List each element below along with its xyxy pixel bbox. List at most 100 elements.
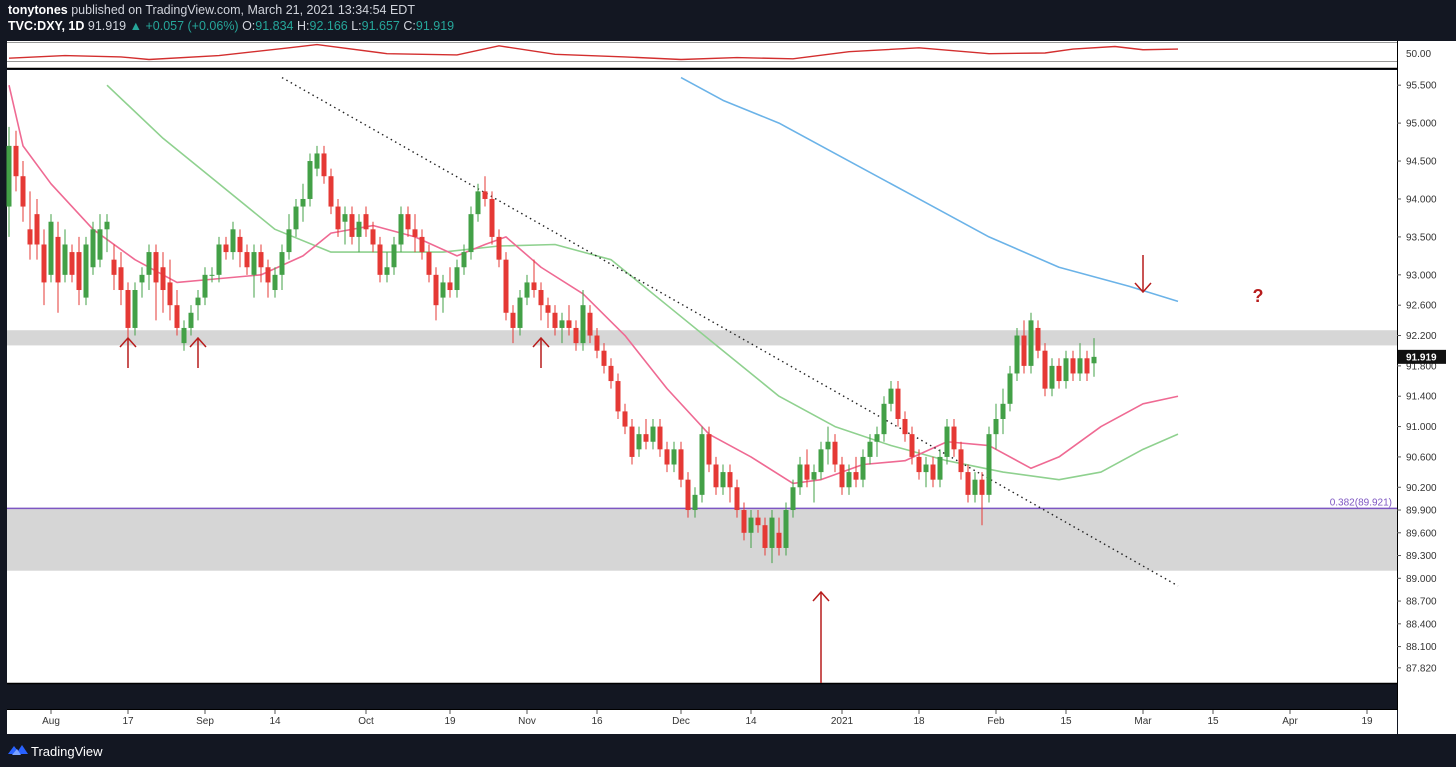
candle-body [13,145,19,177]
high-label: H: [297,19,310,33]
candle-body [398,214,404,245]
candle-body [6,145,12,207]
candle-body [62,244,68,275]
candle-body [139,274,145,283]
candle-body [104,221,110,230]
footer-bar: TradingView [0,734,1456,767]
candle-body [685,479,691,511]
candle-body [125,290,131,328]
candle-body [839,464,845,488]
candle-body [1028,320,1034,366]
candle-body [279,252,285,275]
candle-body [237,236,243,253]
open-value: 91.834 [255,19,294,33]
candle-body [846,472,852,488]
candle-body [524,282,530,298]
candle-body [965,472,971,495]
candle-body [545,305,551,313]
rsi-line [8,43,1179,61]
price-tick-label: 94.000 [1406,194,1437,205]
candle-body [832,441,838,465]
time-tick-label: Aug [42,716,60,727]
candle-body [727,472,733,488]
price-tick-label: 89.900 [1406,506,1437,517]
candle-body [916,456,922,473]
candle-body [118,267,124,291]
candle-body [384,267,390,275]
candle-body [55,236,61,283]
time-tick-label: 18 [913,716,925,727]
candle-body [132,290,138,328]
candle-body [363,214,369,230]
candle-body [657,426,663,450]
candle-body [286,229,292,253]
close-label: C: [403,19,416,33]
candle-body [391,244,397,268]
up-arrow-head [119,336,137,348]
candle-body [251,252,257,275]
candle-body [951,426,957,450]
candle-body [1077,358,1083,374]
candle-body [566,320,572,328]
candle-body [636,434,642,450]
candle-body [1091,356,1097,364]
candle-body [160,267,166,291]
candle-body [881,403,887,435]
fib-level-label: 0.382(89.921) [1330,497,1392,508]
candle-body [650,426,656,442]
candle-body [335,206,341,230]
candle-body [720,472,726,488]
candle-body [174,305,180,328]
candle-body [769,517,775,548]
candle-body [944,426,950,457]
candle-body [909,434,915,457]
price-chart[interactable]: 50.00 0.382(89.921)? 95.500 95.000 94.500 94.… [0,0,1456,734]
candle-body [202,274,208,298]
candle-body [321,153,327,177]
candle-body [1070,358,1076,374]
candle-body [475,191,481,215]
symbol-label[interactable]: TVC:DXY, 1D [8,19,85,33]
candle-body [937,456,943,480]
price-tick-label: 89.600 [1406,528,1437,539]
candle-body [90,229,96,268]
time-tick-label: Sep [196,716,214,727]
down-arrow-head [1134,282,1152,294]
candle-body [699,434,705,495]
candle-body [48,221,54,275]
candle-body [559,320,565,328]
sma-long-line [680,76,1179,303]
candle-body [195,297,201,306]
chart-header: tonytones published on TradingView.com, … [0,0,1456,40]
candle-body [230,229,236,253]
footer-brand[interactable]: TradingView [31,744,103,759]
last-price-badge [1398,349,1446,364]
candle-body [664,449,670,465]
candle-body [888,388,894,404]
candle-body [34,214,40,245]
candle-body [979,479,985,495]
candle-body [734,487,740,511]
last-price-badge-label: 91.919 [1406,352,1437,363]
time-tick-label: 19 [1361,716,1373,727]
candle-body [517,297,523,328]
author-name[interactable]: tonytones [8,3,68,17]
candle-body [265,267,271,283]
time-tick-label: Apr [1282,716,1298,727]
candle-body [825,441,831,450]
candle-body [986,434,992,495]
time-tick-label: 17 [122,716,134,727]
candle-body [468,214,474,253]
candle-body [496,236,502,260]
candle-body [258,252,264,268]
candle-body [1000,403,1006,419]
candle-body [167,282,173,306]
price-axis-background [1398,41,1456,734]
candle-body [762,525,768,548]
candle-body [552,312,558,328]
candle-body [181,327,187,344]
candle-body [83,244,89,298]
time-axis-background [7,710,1397,734]
price-tick-label: 91.400 [1406,392,1437,403]
candle-body [405,214,411,230]
